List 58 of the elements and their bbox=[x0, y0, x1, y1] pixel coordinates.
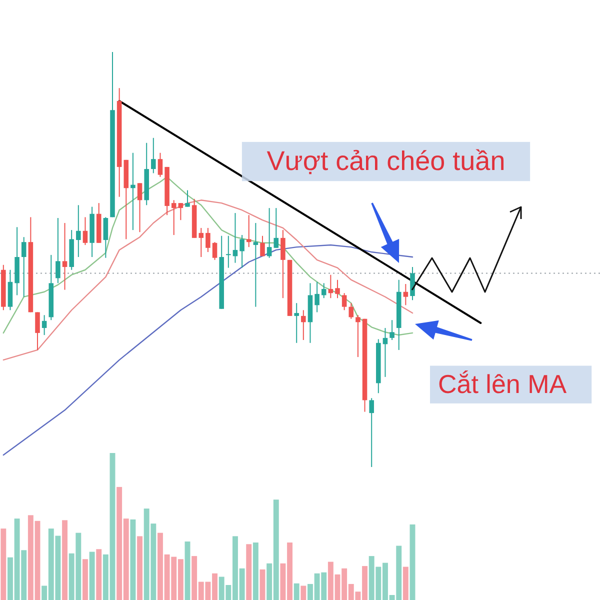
bar bbox=[96, 549, 102, 600]
candlestick bbox=[226, 235, 231, 268]
candlestick bbox=[382, 327, 388, 378]
candlestick bbox=[56, 218, 60, 284]
bar bbox=[300, 586, 306, 600]
candlestick bbox=[335, 279, 340, 299]
candlestick bbox=[212, 242, 218, 260]
candlestick bbox=[246, 214, 252, 248]
candlestick bbox=[321, 282, 326, 299]
candlestick bbox=[253, 222, 258, 308]
candlestick bbox=[35, 312, 40, 350]
candlestick bbox=[274, 208, 279, 248]
bar bbox=[130, 519, 136, 600]
candlestick bbox=[328, 274, 334, 299]
candlestick bbox=[390, 320, 394, 341]
bar bbox=[410, 524, 416, 600]
bar bbox=[137, 536, 142, 600]
bar bbox=[402, 566, 408, 600]
candlestick bbox=[280, 230, 286, 299]
bar bbox=[82, 559, 88, 600]
candlestick bbox=[62, 222, 68, 290]
candlestick bbox=[314, 281, 320, 313]
candlestick bbox=[266, 208, 272, 258]
bar bbox=[0, 528, 6, 600]
candlestick bbox=[369, 398, 374, 468]
candlestick bbox=[178, 202, 184, 221]
candlestick bbox=[158, 152, 163, 178]
candlestick bbox=[356, 314, 360, 358]
candlestick bbox=[206, 227, 210, 253]
candlestick bbox=[198, 227, 204, 258]
bar bbox=[62, 520, 68, 600]
candlestick bbox=[42, 314, 47, 336]
candlestick bbox=[294, 302, 299, 344]
candlestick bbox=[410, 266, 415, 301]
candlestick bbox=[82, 216, 88, 246]
candlestick bbox=[342, 292, 347, 311]
candlestick bbox=[185, 190, 190, 208]
candlestick bbox=[348, 302, 354, 320]
candlestick bbox=[171, 200, 176, 236]
bar bbox=[260, 569, 266, 600]
annotation: Cắt lên MA bbox=[438, 368, 568, 399]
annotation: Vượt cản chéo tuần bbox=[266, 146, 506, 176]
candlestick bbox=[240, 234, 244, 268]
candlestick bbox=[301, 310, 306, 341]
candlestick bbox=[21, 236, 26, 298]
candlestick bbox=[403, 283, 408, 306]
bar bbox=[246, 544, 252, 600]
bar bbox=[184, 541, 190, 600]
candlestick bbox=[137, 182, 142, 233]
candlestick bbox=[232, 212, 238, 264]
candlestick bbox=[151, 137, 156, 174]
bar bbox=[294, 583, 300, 600]
bar bbox=[252, 542, 258, 600]
bar bbox=[89, 552, 95, 600]
candlestick bbox=[76, 204, 81, 258]
candlestick bbox=[130, 152, 136, 231]
candlestick bbox=[260, 235, 265, 257]
candlestick bbox=[103, 216, 108, 258]
